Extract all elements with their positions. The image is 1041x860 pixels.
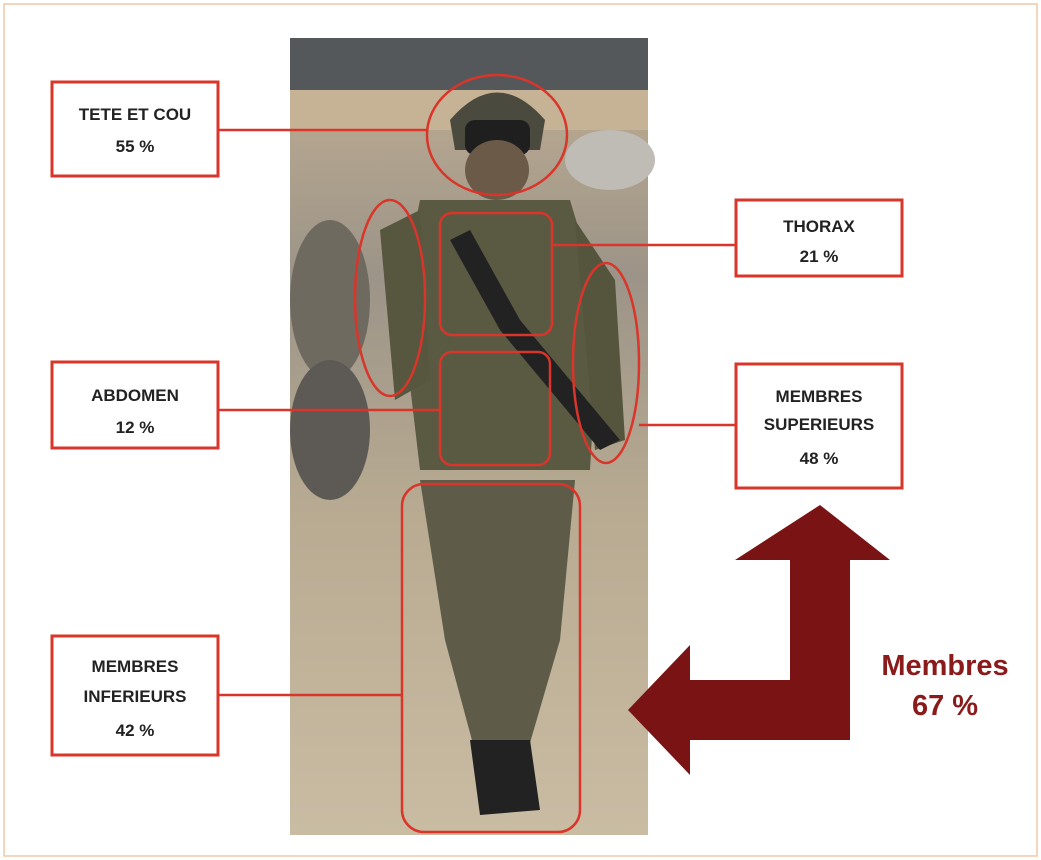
label-name: TETE ET COU bbox=[79, 105, 191, 124]
label-box bbox=[50, 80, 220, 178]
thorax-zone bbox=[438, 211, 554, 337]
label-box bbox=[734, 198, 904, 278]
label-name: MEMBRES bbox=[776, 387, 863, 406]
label-box bbox=[50, 634, 220, 757]
photo bbox=[290, 38, 655, 835]
label-name: MEMBRES bbox=[92, 657, 179, 676]
label-box bbox=[50, 360, 220, 450]
head-zone bbox=[425, 73, 569, 197]
label-name: INFERIEURS bbox=[84, 687, 187, 706]
label-name: SUPERIEURS bbox=[764, 415, 875, 434]
arrow bbox=[628, 505, 890, 775]
frame bbox=[3, 3, 1038, 857]
label-value: 42 % bbox=[116, 721, 155, 740]
label-name: ABDOMEN bbox=[91, 386, 179, 405]
summary-value: 67 % bbox=[912, 690, 978, 722]
label-value: 12 % bbox=[116, 418, 155, 437]
left-arm-zone bbox=[353, 198, 427, 398]
right-arm-zone bbox=[571, 261, 641, 465]
abdomen-zone bbox=[438, 350, 552, 467]
label-value: 55 % bbox=[116, 137, 155, 156]
label-name: THORAX bbox=[783, 217, 855, 236]
label-box bbox=[734, 362, 904, 490]
label-value: 48 % bbox=[800, 449, 839, 468]
legs-zone bbox=[400, 482, 582, 834]
label-value: 21 % bbox=[800, 247, 839, 266]
summary-name: Membres bbox=[881, 650, 1008, 682]
